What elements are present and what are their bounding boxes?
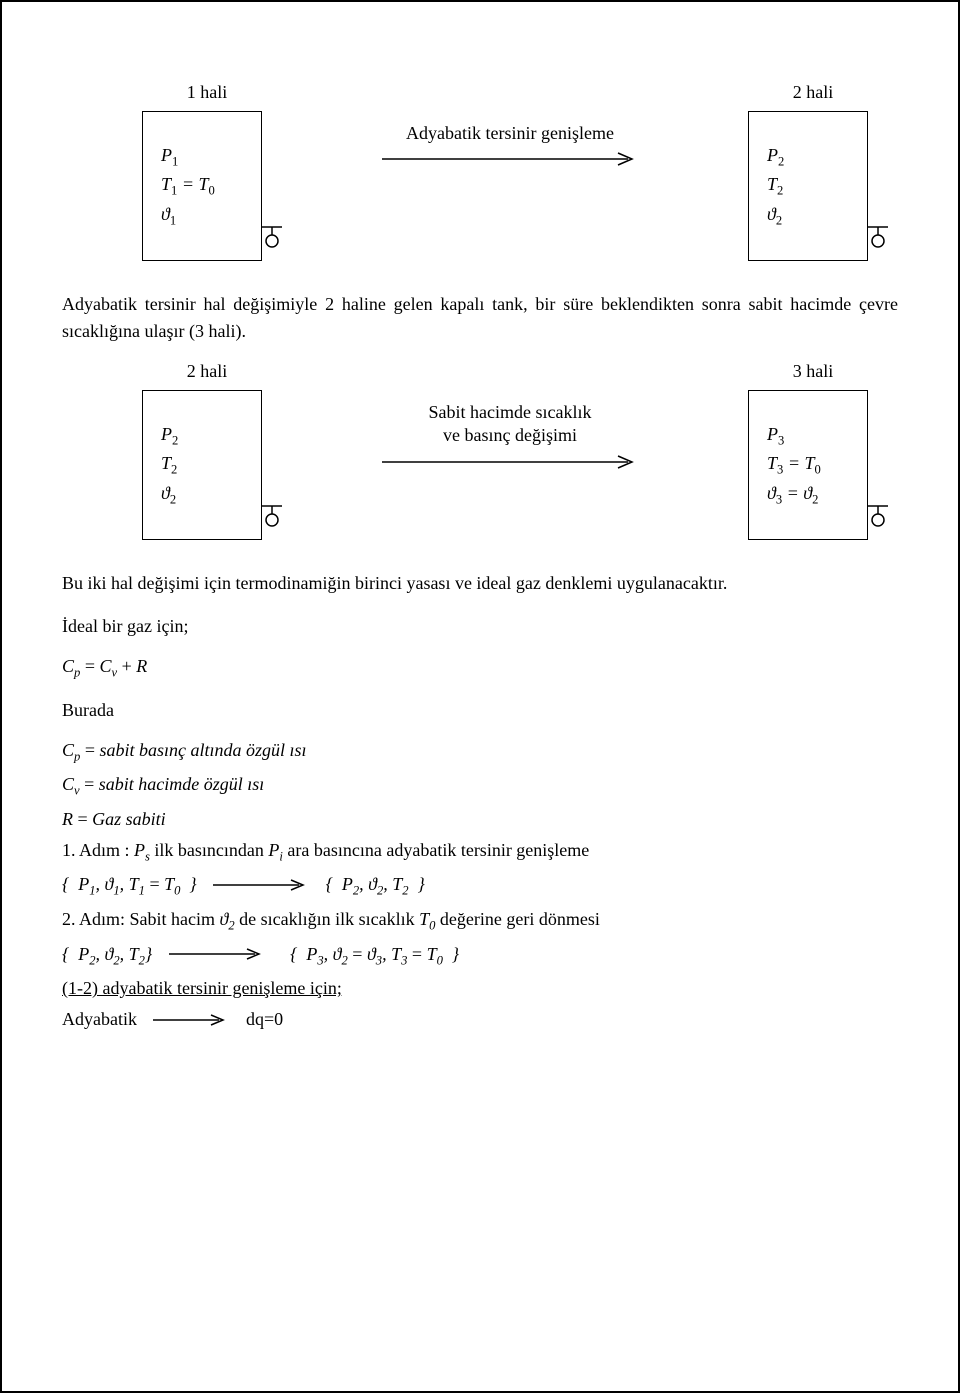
tank2-p: P2 <box>767 142 867 171</box>
arrow-icon <box>380 454 640 470</box>
step-2: 2. Adım: Sabit hacim ϑ2 de sıcaklığın il… <box>62 909 898 934</box>
tank-box-wrap-1: P1 T1 = T0 ϑ1 <box>142 111 272 261</box>
arrow-1: Adyabatik tersinir genişleme <box>272 82 748 167</box>
tank-box-2: P2 T2 ϑ2 <box>748 111 868 261</box>
tank-box-wrap-3: P3 T3 = T0 ϑ3 = ϑ2 <box>748 390 878 540</box>
valve-icon <box>258 502 286 530</box>
arrow-icon <box>380 151 640 167</box>
def-cp: Cp = sabit basınç altında özgül ısı <box>62 740 898 765</box>
burada: Burada <box>62 697 898 724</box>
tank-title-2b: 2 hali <box>187 361 228 382</box>
tank3-v: ϑ3 = ϑ2 <box>767 480 867 509</box>
tank-state-1: 1 hali P1 T1 = T0 ϑ1 <box>142 82 272 261</box>
diagram-2: 2 hali P2 T2 ϑ2 Sabit hacimde sıcaklık v… <box>142 361 878 540</box>
tank-state-3: 3 hali P3 T3 = T0 ϑ3 = ϑ2 <box>748 361 878 540</box>
page: { "diagram1": { "left": { "title": "1 ha… <box>0 0 960 1393</box>
def-cv: Cv = sabit hacimde özgül ısı <box>62 774 898 799</box>
arrow-icon <box>167 945 267 966</box>
paragraph-2: Bu iki hal değişimi için termodinamiğin … <box>62 570 898 597</box>
tank1-t: T1 = T0 <box>161 171 261 200</box>
tank-state-2b: 2 hali P2 T2 ϑ2 <box>142 361 272 540</box>
tank3-p: P3 <box>767 421 867 450</box>
tank-box-wrap-2: P2 T2 ϑ2 <box>748 111 878 261</box>
tank2-v: ϑ2 <box>767 201 867 230</box>
tank2b-v: ϑ2 <box>161 480 261 509</box>
tank-box-wrap-2b: P2 T2 ϑ2 <box>142 390 272 540</box>
tank-title-3: 3 hali <box>793 361 834 382</box>
state-transition-2: { P2, ϑ2, T2} { P3, ϑ2 = ϑ3, T3 = T0 } <box>62 944 898 969</box>
valve-icon <box>864 223 892 251</box>
def-r: R = Gaz sabiti <box>62 809 898 830</box>
tank1-p: P1 <box>161 142 261 171</box>
step-1: 1. Adım : Ps ilk basıncından Pi ara bası… <box>62 840 898 865</box>
arrow-icon <box>151 1011 231 1032</box>
eq-cp-cv-r: Cp = Cv + R <box>62 656 898 681</box>
tank-box-3: P3 T3 = T0 ϑ3 = ϑ2 <box>748 390 868 540</box>
arrow-1-label: Adyabatik tersinir genişleme <box>406 122 614 145</box>
adyabatik-dq: Adyabatik dq=0 <box>62 1009 898 1031</box>
tank2b-p: P2 <box>161 421 261 450</box>
diagram-1: 1 hali P1 T1 = T0 ϑ1 Adyabatik tersinir … <box>142 82 878 261</box>
valve-icon <box>864 502 892 530</box>
tank-box-2b: P2 T2 ϑ2 <box>142 390 262 540</box>
tank-title-2: 2 hali <box>793 82 834 103</box>
tank2-t: T2 <box>767 171 867 200</box>
tank3-t: T3 = T0 <box>767 450 867 479</box>
heading-12: (1-2) adyabatik tersinir genişleme için; <box>62 978 898 999</box>
state-transition-1: { P1, ϑ1, T1 = T0 } { P2, ϑ2, T2 } <box>62 874 898 899</box>
arrow-icon <box>211 876 311 897</box>
valve-icon <box>258 223 286 251</box>
tank2b-t: T2 <box>161 450 261 479</box>
arrow-2: Sabit hacimde sıcaklık ve basınç değişim… <box>272 361 748 470</box>
paragraph-1: Adyabatik tersinir hal değişimiyle 2 hal… <box>62 291 898 345</box>
ideal-intro: İdeal bir gaz için; <box>62 613 898 640</box>
arrow-2-label: Sabit hacimde sıcaklık ve basınç değişim… <box>429 401 592 448</box>
tank-box-1: P1 T1 = T0 ϑ1 <box>142 111 262 261</box>
tank1-v: ϑ1 <box>161 201 261 230</box>
tank-title-1: 1 hali <box>187 82 228 103</box>
tank-state-2: 2 hali P2 T2 ϑ2 <box>748 82 878 261</box>
